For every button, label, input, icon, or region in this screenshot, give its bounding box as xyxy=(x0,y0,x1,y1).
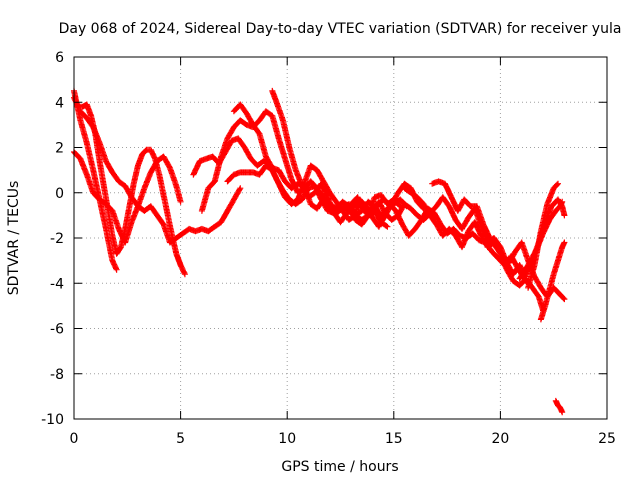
y-tick-label: -8 xyxy=(50,367,64,383)
data-layer xyxy=(71,87,568,416)
y-tick-label: -4 xyxy=(50,276,64,292)
y-tick-label: 4 xyxy=(55,95,64,111)
x-tick-label: 5 xyxy=(176,431,185,447)
x-tick-label: 25 xyxy=(598,431,616,447)
y-tick-label: 6 xyxy=(55,50,64,66)
data-point-markers xyxy=(525,180,561,291)
series-arc-17 xyxy=(525,180,561,291)
y-tick-label: -6 xyxy=(50,322,64,338)
data-point-markers xyxy=(552,397,566,416)
data-point-markers xyxy=(77,108,244,246)
x-tick-label: 10 xyxy=(278,431,296,447)
series-arc-4 xyxy=(77,108,244,246)
tick-layer: 0 5 10 15 20 25 -10 -8 -6 -4 -2 0 2 4 6 xyxy=(41,50,616,447)
chart-title: Day 068 of 2024, Sidereal Day-to-day VTE… xyxy=(59,21,622,37)
y-axis-label: SDTVAR / TECUs xyxy=(6,181,22,296)
data-point-markers xyxy=(537,239,568,323)
data-point-markers xyxy=(369,194,529,280)
y-tick-label: -2 xyxy=(50,231,64,247)
y-tick-label: -10 xyxy=(41,412,64,428)
series-arc-11 xyxy=(369,194,529,280)
y-tick-label: 2 xyxy=(55,141,64,157)
x-tick-label: 20 xyxy=(491,431,509,447)
x-tick-label: 0 xyxy=(70,431,79,447)
series-arc-14 xyxy=(537,239,568,323)
x-tick-label: 15 xyxy=(385,431,403,447)
series-arc-18 xyxy=(552,397,566,416)
x-axis-label: GPS time / hours xyxy=(281,459,398,475)
y-tick-label: 0 xyxy=(55,186,64,202)
